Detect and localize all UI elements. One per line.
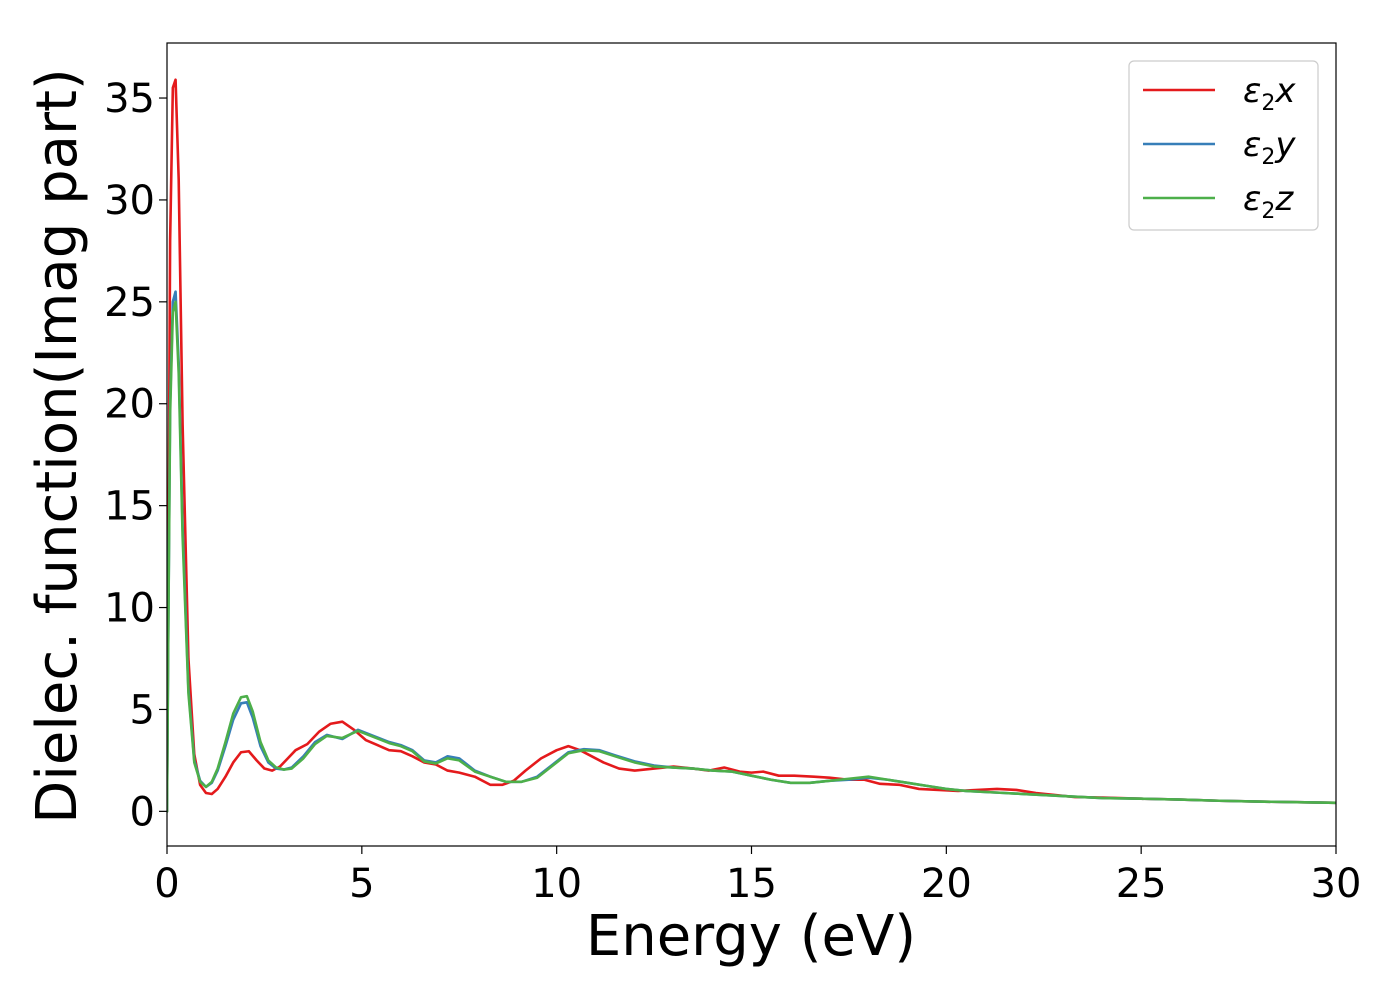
x-tick-label: 20 [921, 861, 972, 907]
y-axis-label: Dielec. function(Imag part) [25, 68, 90, 824]
y-tick-label: 5 [130, 687, 155, 733]
x-axis-label: Energy (eV) [586, 904, 916, 969]
y-tick-label: 20 [104, 382, 155, 428]
x-tick-label: 10 [531, 861, 582, 907]
y-axis-ticks: 0 5 10 15 20 25 30 35 [104, 76, 167, 835]
legend-label-z: ε2z [1243, 179, 1294, 224]
series-layer [167, 78, 1336, 813]
y-tick-label: 0 [130, 789, 155, 835]
x-tick-label: 30 [1311, 861, 1362, 907]
x-tick-label: 15 [726, 861, 777, 907]
series-line-z [167, 300, 1336, 813]
y-tick-label: 30 [104, 178, 155, 224]
x-tick-label: 25 [1116, 861, 1167, 907]
x-axis-ticks: 0 5 10 15 20 25 30 [154, 846, 1361, 907]
y-tick-label: 25 [104, 280, 155, 326]
legend: ε2x ε2y ε2z [1128, 60, 1319, 231]
y-tick-label: 15 [104, 484, 155, 530]
x-tick-label: 0 [154, 861, 179, 907]
y-tick-label: 35 [104, 76, 155, 122]
series-line-x [167, 78, 1336, 813]
legend-label-y: ε2y [1243, 125, 1296, 170]
legend-box [1128, 60, 1319, 231]
legend-label-x: ε2x [1243, 71, 1296, 116]
y-tick-label: 10 [104, 586, 155, 632]
x-tick-label: 5 [349, 861, 374, 907]
